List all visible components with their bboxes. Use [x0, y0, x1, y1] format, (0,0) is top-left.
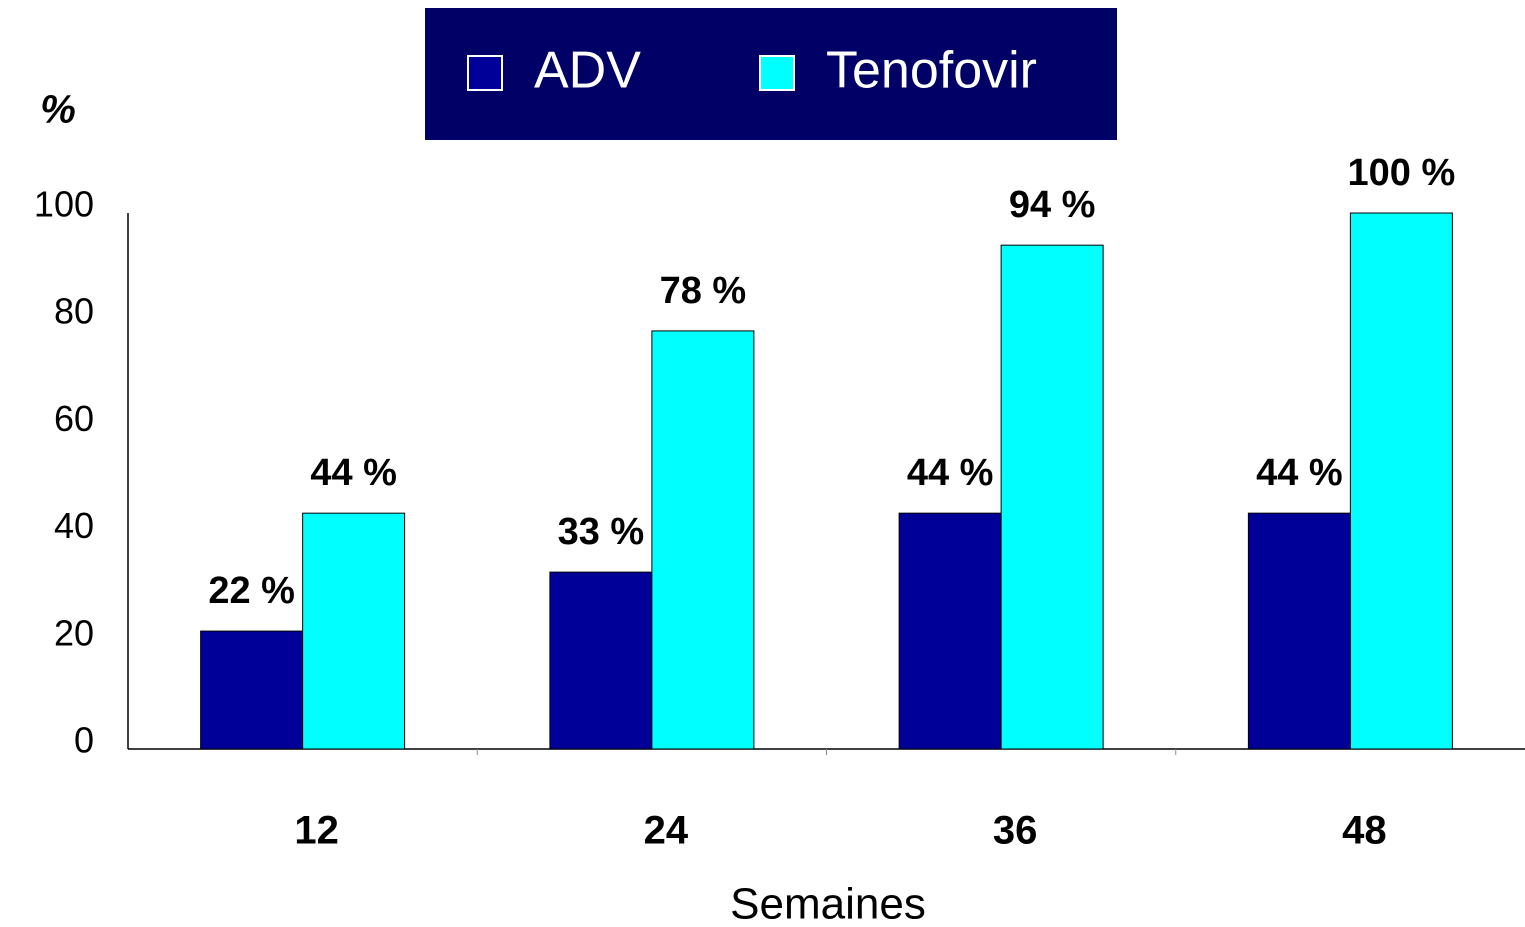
- legend-label: Tenofovir: [826, 42, 1037, 100]
- y-tick-label: 0: [74, 720, 94, 761]
- bar: [1247, 512, 1351, 750]
- bar: [549, 571, 653, 750]
- data-label: 44 %: [310, 452, 397, 494]
- bar: [651, 330, 755, 750]
- bar: [1349, 212, 1453, 750]
- legend-swatch: [467, 55, 503, 91]
- bar: [302, 512, 406, 750]
- x-axis-label: Semaines: [730, 880, 926, 927]
- x-tick-label: 24: [644, 809, 689, 853]
- bar: [200, 630, 304, 750]
- data-label: 94 %: [1009, 184, 1096, 226]
- data-label: 22 %: [208, 570, 295, 612]
- x-tick-label: 48: [1342, 809, 1387, 853]
- x-tick-label: 12: [294, 809, 339, 853]
- y-tick-label: 60: [54, 398, 94, 439]
- y-tick-label: 80: [54, 291, 94, 332]
- y-tick-label: 40: [54, 505, 94, 546]
- data-label: 78 %: [660, 270, 747, 312]
- bar: [898, 512, 1002, 750]
- y-tick-label: 100: [34, 184, 94, 225]
- y-axis-label: %: [40, 88, 76, 132]
- data-label: 100 %: [1348, 152, 1456, 194]
- legend-label: ADV: [534, 42, 641, 100]
- x-tick-label: 36: [993, 809, 1038, 853]
- data-label: 44 %: [1256, 452, 1343, 494]
- bar: [1000, 244, 1104, 750]
- y-tick-label: 20: [54, 612, 94, 653]
- legend-swatch: [759, 55, 795, 91]
- data-label: 33 %: [558, 511, 645, 553]
- data-label: 44 %: [907, 452, 994, 494]
